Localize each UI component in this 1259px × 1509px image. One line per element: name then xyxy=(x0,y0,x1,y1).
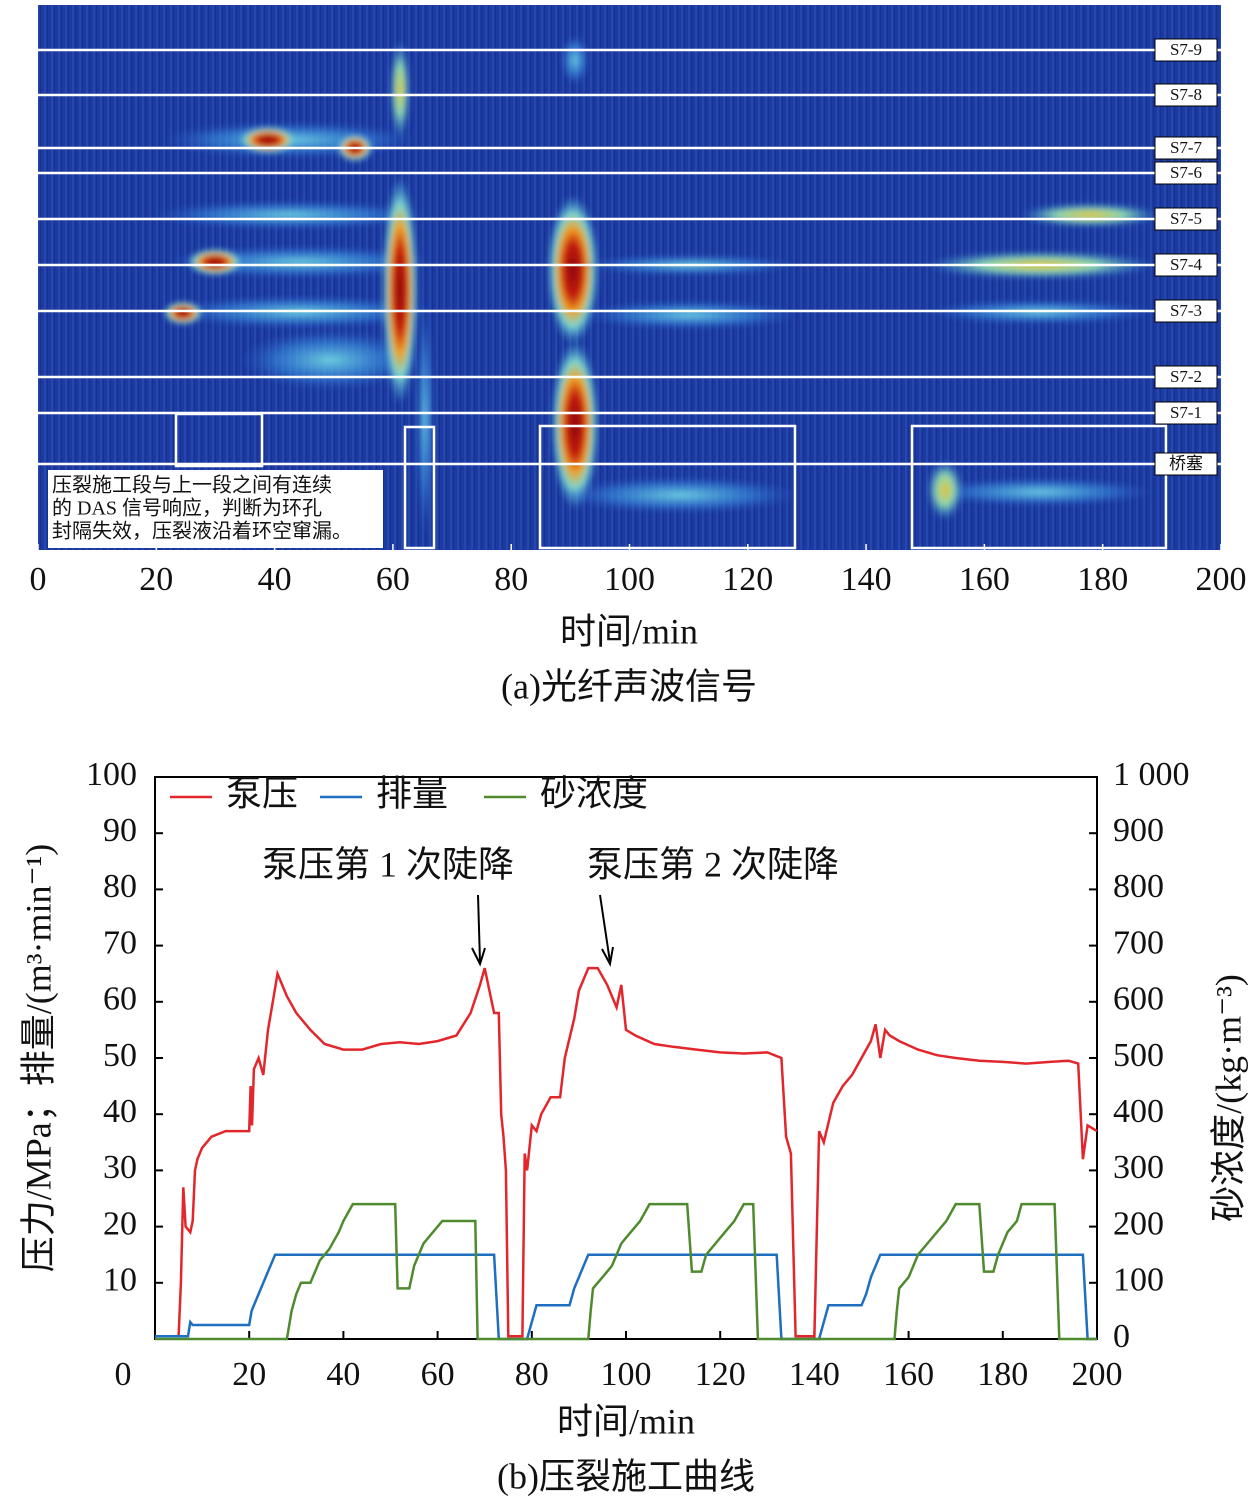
das-heatmap xyxy=(38,5,1221,550)
y2-tick-label: 600 xyxy=(1113,981,1164,1018)
x-tick-label: 200 xyxy=(1196,561,1247,598)
x-tick-label: 40 xyxy=(258,561,292,598)
annotation: 泵压第 2 次陡降 xyxy=(587,844,839,884)
x-tick-label: 140 xyxy=(789,1356,840,1393)
x-tick-label: 160 xyxy=(959,561,1010,598)
x-tick-label: 0 xyxy=(30,561,47,598)
y2-tick-label: 1 000 xyxy=(1113,756,1190,793)
y-tick-label: 40 xyxy=(103,1093,137,1130)
y2-tick-label: 100 xyxy=(1113,1262,1164,1299)
x-tick-label: 0 xyxy=(115,1356,132,1393)
annotation-text: 封隔失效，压裂液沿着环空窜漏。 xyxy=(52,520,352,543)
annotation-arrow xyxy=(477,894,481,963)
stage-label-box xyxy=(1154,136,1218,160)
x-tick-label: 160 xyxy=(883,1356,934,1393)
legend-label: 排量 xyxy=(376,773,448,813)
stage-label-box xyxy=(1154,365,1218,389)
stage-label-box xyxy=(1154,161,1218,185)
y-tick-label: 60 xyxy=(103,981,137,1018)
x-tick-label: 180 xyxy=(1077,561,1128,598)
y-tick-label: 50 xyxy=(103,1037,137,1074)
y2-axis-label: 砂浓度/(kg·m⁻³) xyxy=(1208,974,1248,1222)
stage-label: S7-6 xyxy=(1170,163,1202,182)
x-tick-label: 120 xyxy=(722,561,773,598)
x-tick-label: 20 xyxy=(232,1356,266,1393)
y-tick-label: 30 xyxy=(103,1149,137,1186)
stage-label: S7-4 xyxy=(1170,255,1203,274)
x-tick-label: 80 xyxy=(494,561,528,598)
stage-label-box xyxy=(1154,207,1218,231)
y2-tick-label: 500 xyxy=(1113,1037,1164,1074)
annotation-text: 的 DAS 信号响应，判断为环孔 xyxy=(52,497,322,520)
legend-label: 泵压 xyxy=(226,773,298,813)
stage-label: S7-8 xyxy=(1170,85,1202,104)
x-tick-label: 100 xyxy=(601,1356,652,1393)
x-tick-label: 180 xyxy=(977,1356,1028,1393)
y2-tick-label: 0 xyxy=(1113,1318,1130,1355)
x-tick-label: 100 xyxy=(604,561,655,598)
stage-label-box xyxy=(1154,38,1218,62)
y-tick-label: 70 xyxy=(103,924,137,961)
y2-tick-label: 700 xyxy=(1113,924,1164,961)
stage-label: S7-3 xyxy=(1170,301,1202,320)
legend-label: 砂浓度 xyxy=(540,773,648,813)
y-axis-label: 压力/MPa；排量/(m³·min⁻¹) xyxy=(18,844,58,1273)
stage-label: S7-5 xyxy=(1170,209,1202,228)
stage-label-box xyxy=(1154,83,1218,107)
x-tick-label: 60 xyxy=(376,561,410,598)
stage-label-box xyxy=(1154,253,1218,277)
y-tick-label: 20 xyxy=(103,1205,137,1242)
stage-label-box xyxy=(1154,299,1218,323)
stage-label: S7-1 xyxy=(1170,403,1202,422)
x-tick-label: 120 xyxy=(695,1356,746,1393)
stage-label: S7-7 xyxy=(1170,138,1203,157)
x-tick-label: 80 xyxy=(515,1356,549,1393)
y-tick-label: 100 xyxy=(86,756,137,793)
arrow-head xyxy=(471,947,486,967)
x-tick-label: 200 xyxy=(1072,1356,1123,1393)
series-line xyxy=(155,966,1098,1338)
arrow-head xyxy=(601,946,614,968)
y-tick-label: 90 xyxy=(103,812,137,849)
y2-tick-label: 900 xyxy=(1113,812,1164,849)
stage-label-box xyxy=(1154,452,1218,476)
annotation-arrow xyxy=(599,894,611,963)
stage-label: S7-9 xyxy=(1170,40,1202,59)
x-tick-label: 20 xyxy=(139,561,173,598)
x-axis-label: 时间/min xyxy=(557,1401,695,1441)
series-line xyxy=(155,1202,1097,1341)
x-axis-label: 时间/min xyxy=(560,611,698,651)
caption: (a)光纤声波信号 xyxy=(501,666,757,706)
x-tick-label: 60 xyxy=(421,1356,455,1393)
stage-label-box xyxy=(1154,401,1218,425)
y-tick-label: 80 xyxy=(103,868,137,905)
stage-label: S7-2 xyxy=(1170,367,1202,386)
annotation: 泵压第 1 次陡降 xyxy=(262,844,514,884)
y2-tick-label: 300 xyxy=(1113,1149,1164,1186)
annotation-text: 压裂施工段与上一段之间有连续 xyxy=(52,474,332,497)
y2-tick-label: 200 xyxy=(1113,1205,1164,1242)
y2-tick-label: 400 xyxy=(1113,1093,1164,1130)
series-line xyxy=(155,1253,1097,1341)
caption: (b)压裂施工曲线 xyxy=(497,1456,755,1496)
stage-label: 桥塞 xyxy=(1169,454,1203,473)
y2-tick-label: 800 xyxy=(1113,868,1164,905)
y-tick-label: 10 xyxy=(103,1262,137,1299)
x-tick-label: 140 xyxy=(841,561,892,598)
x-tick-label: 40 xyxy=(326,1356,360,1393)
